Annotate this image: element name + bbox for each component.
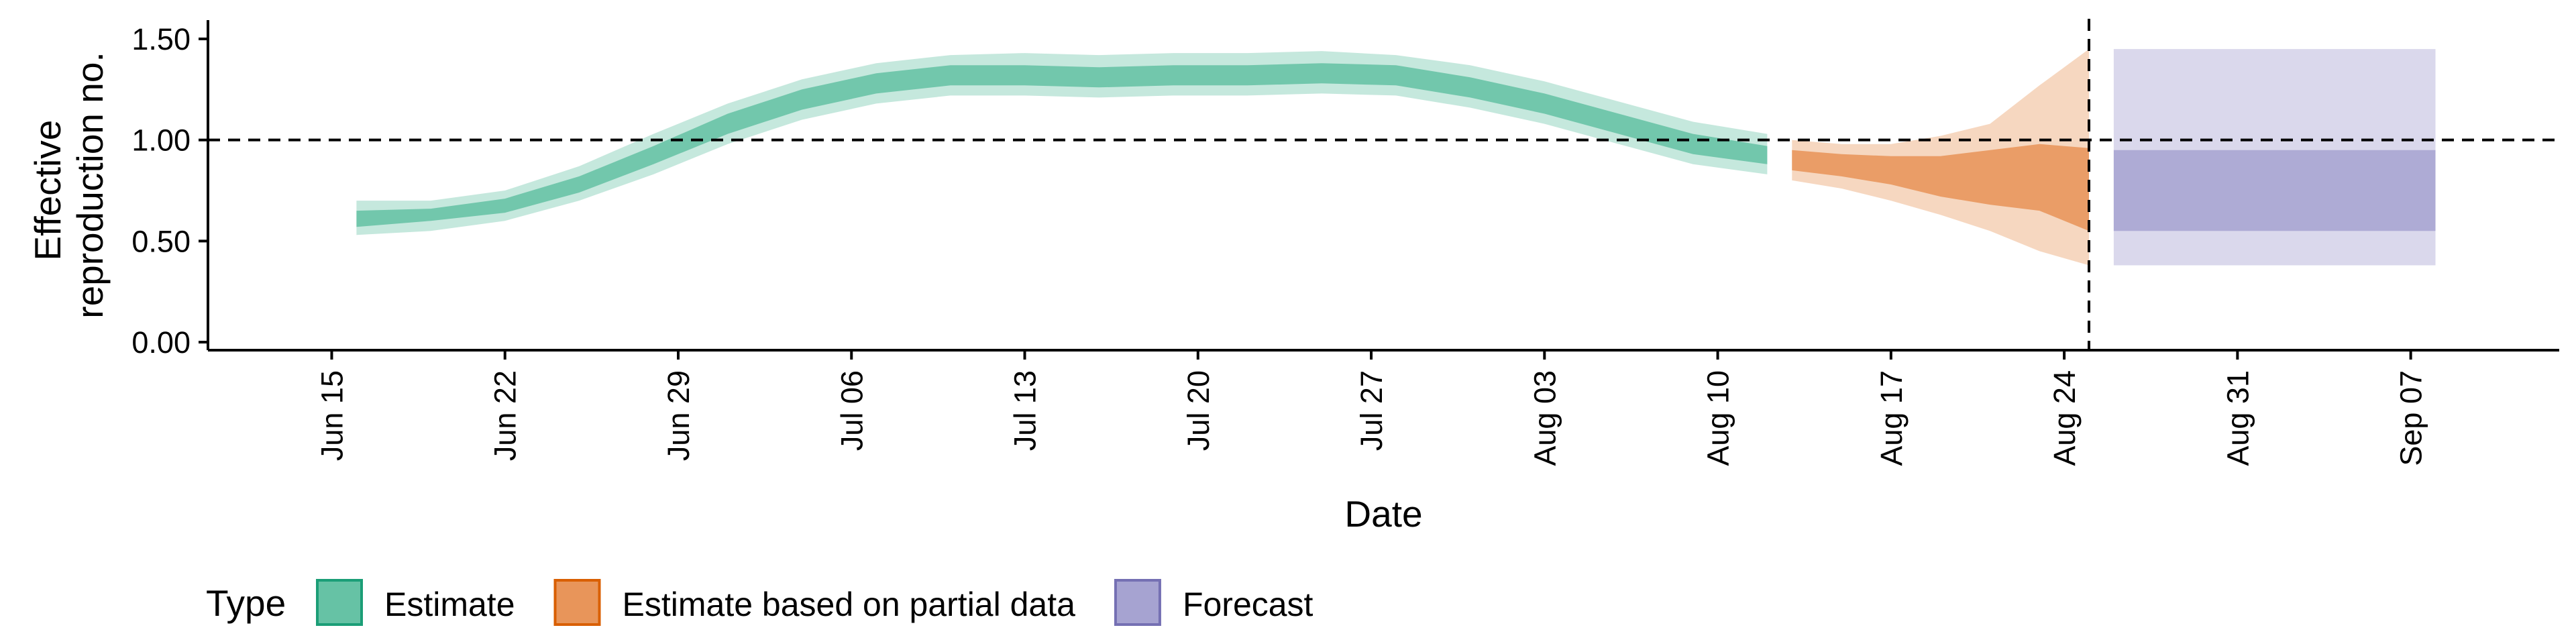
legend-swatch-forecast: [1114, 579, 1161, 626]
legend-label-estimate-based-on-partial-data: Estimate based on partial data: [623, 586, 1076, 623]
x-tick-label: Aug 10: [1701, 370, 1735, 466]
x-tick-label: Jun 15: [315, 370, 349, 461]
x-tick-label: Aug 24: [2047, 370, 2082, 466]
y-axis-title-line-1: Effective: [27, 120, 68, 261]
x-tick-label: Jul 13: [1008, 370, 1042, 451]
x-tick-label: Sep 07: [2394, 370, 2428, 466]
estimate-outer-band: [356, 51, 1768, 235]
x-axis-ticks: Jun 15 Jun 22 Jun 29 Jul 06 Jul 13 Jul 20 Jul …: [315, 350, 2428, 466]
x-tick-label: Jun 29: [661, 370, 696, 461]
legend-items: Estimate Estimate based on partial data Fo…: [316, 579, 1313, 626]
y-tick-label: 0.50: [131, 224, 191, 258]
y-tick-label: 1.00: [131, 123, 191, 158]
y-axis-title: Effective reproduction no.: [27, 52, 111, 319]
y-tick-label: 1.50: [131, 22, 191, 56]
bands-layer: [356, 49, 2436, 266]
forecast-inner-band: [2113, 150, 2436, 231]
legend: Type Estimate Estimate based on partial d…: [206, 579, 1313, 626]
legend-label-estimate: Estimate: [384, 586, 515, 623]
legend-swatch-estimate-based-on-partial-data: [553, 579, 601, 626]
axes-layer: 0.00 0.50 1.00 1.50 Jun 15 Jun 22 Jun 29 Jul 0…: [27, 20, 2559, 535]
x-tick-label: Jul 06: [835, 370, 869, 451]
y-axis-ticks: 0.00 0.50 1.00 1.50: [131, 22, 208, 360]
legend-swatch-estimate: [316, 579, 363, 626]
x-tick-label: Aug 31: [2220, 370, 2255, 466]
x-tick-label: Jun 22: [488, 370, 523, 461]
reference-lines-layer: [208, 19, 2559, 350]
estimate-based-on-partial-data-inner-band: [1792, 144, 2089, 231]
x-tick-label: Aug 03: [1527, 370, 1562, 466]
x-tick-label: Jul 27: [1354, 370, 1389, 451]
y-tick-label: 0.00: [131, 325, 191, 360]
legend-label-forecast: Forecast: [1183, 586, 1313, 623]
x-tick-label: Jul 20: [1181, 370, 1216, 451]
x-tick-label: Aug 17: [1874, 370, 1909, 466]
estimate-inner-band: [356, 63, 1768, 227]
x-axis-title: Date: [1344, 493, 1422, 535]
legend-title: Type: [206, 582, 286, 624]
y-axis-title-line-2: reproduction no.: [69, 52, 111, 319]
